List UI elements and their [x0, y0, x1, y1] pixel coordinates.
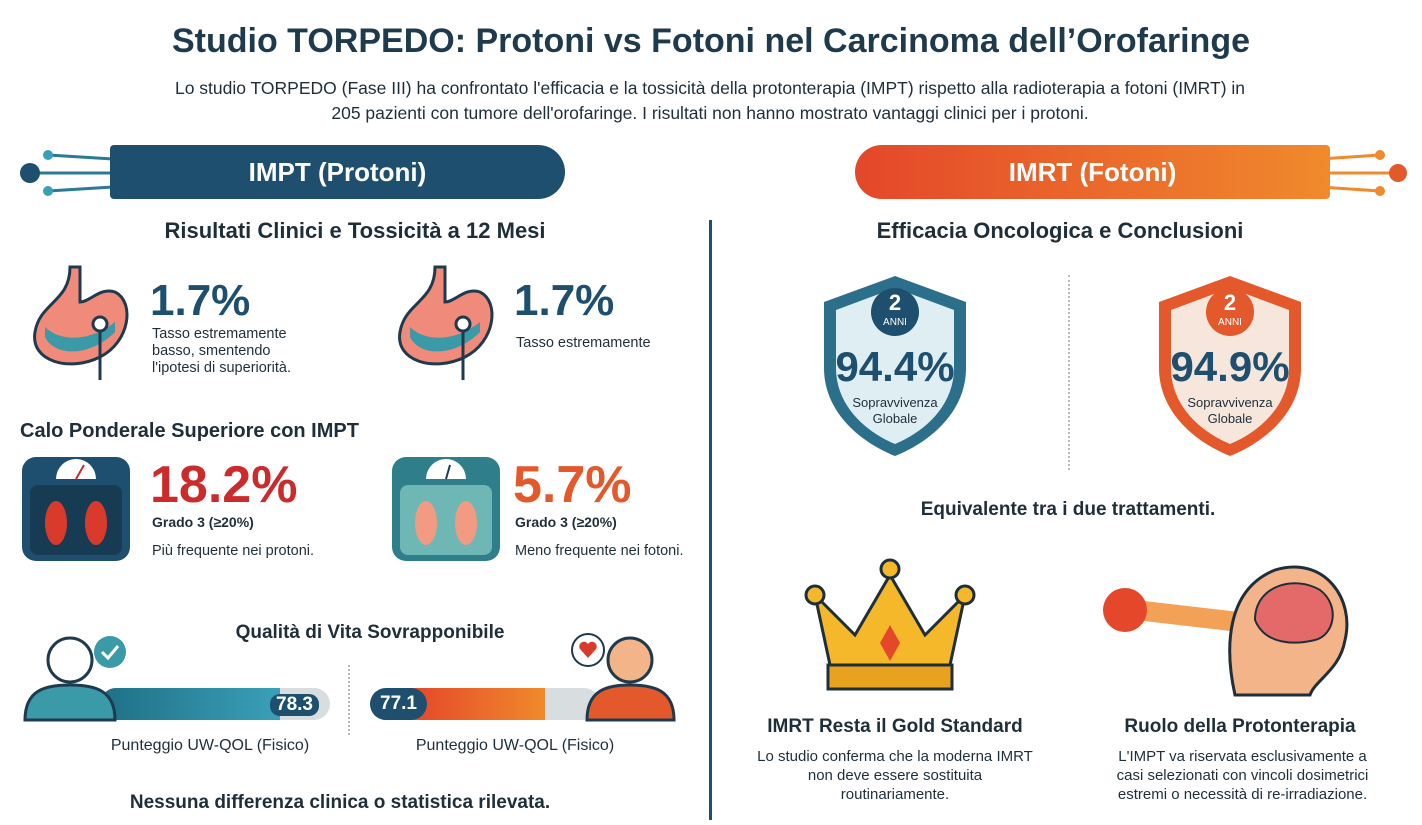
qol-fill	[410, 688, 545, 720]
conclusion-title: IMRT Resta il Gold Standard	[767, 716, 1023, 737]
shield-value: 94.9%	[1170, 343, 1290, 390]
section-title: Risultati Clinici e Tossicità a 12 Mesi	[164, 218, 546, 243]
stat-desc: Tasso estremamente	[516, 335, 651, 351]
patient-icon	[23, 636, 126, 722]
stomach-icon	[398, 265, 494, 380]
shield-value: 94.4%	[835, 343, 955, 390]
weight-title: Calo Ponderale Superiore con IMPT	[20, 420, 359, 442]
shield	[824, 276, 966, 456]
weight-grade: Grado 3 (≥20%)	[152, 514, 254, 530]
photon-icon	[1319, 150, 1407, 196]
weight-grade: Grado 3 (≥20%)	[515, 514, 617, 530]
stat-value: 1.7%	[514, 276, 615, 325]
qol-label: Punteggio UW-QOL (Fisico)	[110, 737, 310, 754]
qol-label: Punteggio UW-QOL (Fisico)	[415, 737, 615, 754]
weight-value: 5.7%	[513, 456, 632, 514]
weight-desc: Più frequente nei protoni.	[152, 543, 315, 559]
scale-icon	[22, 457, 130, 561]
conclusion-text: Lo studio conferma che la moderna IMRT n…	[757, 748, 1033, 803]
shield-divider	[1068, 275, 1070, 470]
title: Studio TORPEDO: Protoni vs Fotoni nel Ca…	[171, 22, 1251, 60]
shield-unit: ANNI	[1218, 317, 1242, 328]
stomach-icon	[33, 265, 129, 380]
impt-banner: IMPT (Protoni)	[110, 145, 565, 199]
divider	[709, 220, 712, 820]
imrt-banner: IMRT (Fotoni)	[855, 145, 1330, 199]
qol-score: 77.1	[370, 688, 427, 720]
equivalence: Equivalente tra i due trattamenti.	[920, 499, 1216, 520]
qol-fill	[100, 688, 280, 720]
proton-icon	[20, 150, 114, 196]
shield-unit: ANNI	[883, 317, 907, 328]
conclusion-title: Ruolo della Protonterapia	[1124, 716, 1356, 737]
weight-desc: Meno frequente nei fotoni.	[515, 543, 684, 559]
stat-value: 1.7%	[150, 276, 251, 325]
crown-icon	[804, 558, 976, 691]
shield-label: Sopravvivenza Globale	[852, 395, 938, 426]
qol-divider	[348, 665, 350, 735]
shield-years: 2	[888, 290, 902, 315]
patient-icon	[571, 633, 676, 722]
subtitle: Lo studio TORPEDO (Fase III) ha confront…	[174, 78, 1246, 123]
shield-years: 2	[1223, 290, 1237, 315]
qol-title: Qualità di Vita Sovrapponibile	[235, 622, 505, 643]
conclusion-text: L'IMPT va riservata esclusivamente a cas…	[1116, 748, 1369, 803]
weight-value: 18.2%	[150, 456, 298, 514]
section-title: Efficacia Oncologica e Conclusioni	[876, 218, 1244, 243]
shield	[1159, 276, 1301, 456]
scale-icon	[392, 457, 500, 561]
qol-score: 78.3	[270, 694, 319, 716]
footer-note: Nessuna differenza clinica o statistica …	[129, 792, 551, 813]
brain-icon	[1103, 565, 1349, 697]
shield-label: Sopravvivenza Globale	[1187, 395, 1273, 426]
stat-desc: Tasso estremamente basso, smentendo l'ip…	[152, 326, 291, 376]
